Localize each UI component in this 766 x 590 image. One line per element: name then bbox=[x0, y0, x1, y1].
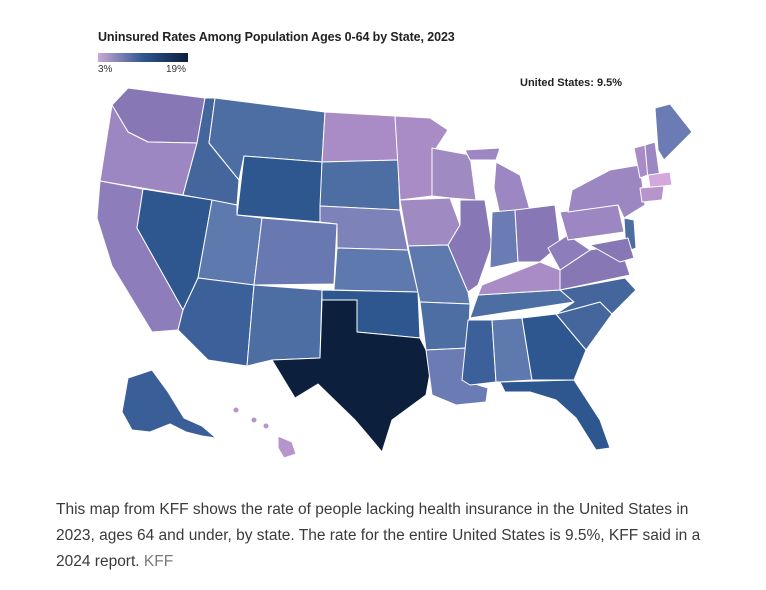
state-new-mexico[interactable] bbox=[246, 284, 323, 367]
national-rate-label: United States: 9.5% bbox=[520, 77, 623, 89]
state-maryland-delaware[interactable] bbox=[589, 237, 635, 263]
state-north-carolina[interactable] bbox=[555, 277, 637, 315]
caption-source-link[interactable]: KFF bbox=[143, 553, 174, 570]
state-colorado[interactable] bbox=[253, 217, 338, 286]
state-indiana[interactable] bbox=[489, 209, 519, 269]
state-alabama[interactable] bbox=[491, 317, 533, 383]
state-maine[interactable] bbox=[654, 103, 693, 161]
state-kansas[interactable] bbox=[333, 247, 419, 293]
hawaii-island-marker bbox=[251, 417, 257, 423]
state-wisconsin[interactable] bbox=[431, 147, 477, 201]
state-massachusetts[interactable] bbox=[647, 171, 673, 189]
legend-gradient-bar bbox=[98, 53, 188, 62]
article-caption: This map from KFF shows the rate of peop… bbox=[56, 497, 722, 575]
caption-text: This map from KFF shows the rate of peop… bbox=[56, 501, 701, 570]
state-missouri[interactable] bbox=[407, 244, 471, 305]
state-connecticut-rhode-island[interactable] bbox=[639, 185, 665, 203]
state-illinois[interactable] bbox=[447, 199, 493, 293]
hawaii-island-marker bbox=[263, 423, 269, 429]
state-north-dakota[interactable] bbox=[321, 111, 399, 163]
state-florida[interactable] bbox=[499, 379, 611, 451]
state-iowa[interactable] bbox=[399, 197, 461, 247]
state-mississippi[interactable] bbox=[461, 319, 497, 386]
us-states-map bbox=[96, 87, 693, 459]
state-wyoming[interactable] bbox=[236, 155, 323, 223]
legend-min-label: 3% bbox=[98, 64, 113, 75]
state-hawaii[interactable] bbox=[277, 435, 297, 459]
state-south-dakota[interactable] bbox=[319, 159, 401, 211]
hawaii-island-marker bbox=[233, 407, 239, 413]
state-texas[interactable] bbox=[271, 299, 433, 453]
state-georgia[interactable] bbox=[521, 313, 587, 381]
state-arkansas[interactable] bbox=[419, 301, 471, 351]
state-new-york[interactable] bbox=[567, 164, 646, 219]
map-title: Uninsured Rates Among Population Ages 0-… bbox=[98, 30, 455, 44]
legend-max-label: 19% bbox=[166, 64, 187, 75]
state-west-virginia[interactable] bbox=[547, 234, 591, 271]
state-alaska[interactable] bbox=[121, 369, 217, 439]
